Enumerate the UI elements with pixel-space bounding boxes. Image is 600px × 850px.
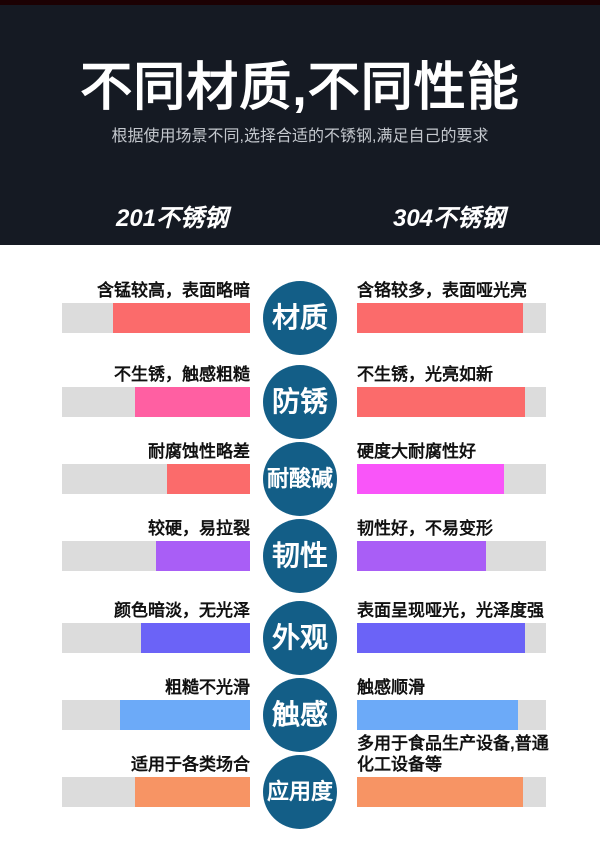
right-rating-bar: [357, 303, 546, 333]
category-badge: 材质: [263, 281, 337, 355]
right-bar-gray-segment: [523, 303, 546, 333]
page-title: 不同材质,不同性能: [80, 59, 520, 117]
left-rating-bar: [62, 541, 250, 571]
left-bar-gray-segment: [62, 387, 136, 417]
right-rating-bar: [357, 777, 546, 807]
row-bars: [0, 623, 600, 653]
right-feature-text: 硬度大耐腐性好: [357, 442, 476, 461]
left-bar-fill-segment: [135, 777, 250, 807]
left-feature-text: 较硬，易拉裂: [148, 519, 250, 538]
right-feature-text: 不生锈，光亮如新: [357, 365, 493, 384]
right-feature-text: 韧性好，不易变形: [357, 519, 493, 538]
left-bar-gray-segment: [62, 541, 156, 571]
right-bar-fill-segment: [357, 464, 505, 494]
category-badge: 应用度: [263, 755, 337, 829]
row-labels: 耐腐蚀性略差 硬度大耐腐性好: [0, 420, 600, 464]
row-labels: 适用于各类场合 多用于食品生产设备,普通 化工设备等: [0, 733, 600, 777]
left-feature-text: 粗糙不光滑: [165, 678, 250, 697]
left-rating-bar: [62, 700, 250, 730]
left-feature-text: 含锰较高，表面略暗: [97, 281, 250, 300]
right-bar-fill-segment: [357, 777, 524, 807]
category-badge: 防锈: [263, 365, 337, 439]
row-labels: 颜色暗淡，无光泽 表面呈现哑光，光泽度强: [0, 579, 600, 623]
right-rating-bar: [357, 387, 546, 417]
right-rating-bar: [357, 700, 546, 730]
left-feature-text: 适用于各类场合: [131, 755, 250, 774]
column-header-304: 304不锈钢: [392, 205, 506, 232]
right-bar-gray-segment: [485, 541, 546, 571]
comparison-row: 粗糙不光滑 触感顺滑 触感: [0, 656, 600, 752]
category-badge: 韧性: [263, 519, 337, 593]
left-bar-gray-segment: [62, 303, 113, 333]
left-bar-fill-segment: [135, 387, 250, 417]
right-bar-fill-segment: [357, 387, 526, 417]
left-bar-fill-segment: [120, 700, 250, 730]
right-bar-gray-segment: [504, 464, 546, 494]
comparison-row: 颜色暗淡，无光泽 表面呈现哑光，光泽度强 外观: [0, 579, 600, 675]
left-rating-bar: [62, 303, 250, 333]
left-bar-gray-segment: [62, 700, 121, 730]
right-bar-fill-segment: [357, 700, 518, 730]
comparison-row: 含锰较高，表面略暗 含铬较多，表面哑光亮 材质: [0, 259, 600, 355]
left-rating-bar: [62, 623, 250, 653]
left-rating-bar: [62, 387, 250, 417]
right-bar-fill-segment: [357, 303, 524, 333]
row-labels: 较硬，易拉裂 韧性好，不易变形: [0, 497, 600, 541]
right-rating-bar: [357, 541, 546, 571]
left-rating-bar: [62, 777, 250, 807]
left-bar-gray-segment: [62, 623, 141, 653]
row-bars: [0, 387, 600, 417]
header-banner: 不同材质,不同性能 根据使用场景不同,选择合适的不锈钢,满足自己的要求 201不…: [0, 5, 600, 245]
left-rating-bar: [62, 464, 250, 494]
comparison-row: 较硬，易拉裂 韧性好，不易变形 韧性: [0, 497, 600, 593]
row-bars: [0, 700, 600, 730]
row-bars: [0, 303, 600, 333]
row-labels: 含锰较高，表面略暗 含铬较多，表面哑光亮: [0, 259, 600, 303]
comparison-row: 适用于各类场合 多用于食品生产设备,普通 化工设备等 应用度: [0, 733, 600, 829]
right-feature-text: 含铬较多，表面哑光亮: [357, 281, 527, 300]
left-bar-fill-segment: [156, 541, 250, 571]
page-subtitle: 根据使用场景不同,选择合适的不锈钢,满足自己的要求: [111, 128, 489, 145]
left-feature-text: 不生锈，触感粗糙: [114, 365, 250, 384]
left-bar-fill-segment: [112, 303, 250, 333]
right-bar-gray-segment: [525, 387, 546, 417]
left-bar-fill-segment: [140, 623, 250, 653]
right-rating-bar: [357, 623, 546, 653]
top-accent-strip: [0, 0, 600, 5]
right-bar-fill-segment: [357, 541, 486, 571]
right-feature-text: 表面呈现哑光，光泽度强: [357, 601, 544, 620]
row-bars: [0, 777, 600, 807]
right-bar-fill-segment: [357, 623, 526, 653]
left-bar-gray-segment: [62, 464, 168, 494]
left-feature-text: 颜色暗淡，无光泽: [114, 601, 250, 620]
row-labels: 粗糙不光滑 触感顺滑: [0, 656, 600, 700]
right-rating-bar: [357, 464, 546, 494]
category-badge: 外观: [263, 601, 337, 675]
category-badge: 耐酸碱: [263, 442, 337, 516]
comparison-row: 不生锈，触感粗糙 不生锈，光亮如新 防锈: [0, 343, 600, 439]
column-header-201: 201不锈钢: [115, 205, 229, 232]
right-feature-text: 多用于食品生产设备,普通 化工设备等: [357, 734, 549, 774]
category-badge: 触感: [263, 678, 337, 752]
row-bars: [0, 541, 600, 571]
left-feature-text: 耐腐蚀性略差: [148, 442, 250, 461]
right-bar-gray-segment: [517, 700, 546, 730]
right-bar-gray-segment: [525, 623, 546, 653]
right-bar-gray-segment: [523, 777, 546, 807]
row-bars: [0, 464, 600, 494]
left-bar-fill-segment: [167, 464, 250, 494]
right-feature-text: 触感顺滑: [357, 678, 425, 697]
row-labels: 不生锈，触感粗糙 不生锈，光亮如新: [0, 343, 600, 387]
comparison-row: 耐腐蚀性略差 硬度大耐腐性好 耐酸碱: [0, 420, 600, 516]
left-bar-gray-segment: [62, 777, 136, 807]
